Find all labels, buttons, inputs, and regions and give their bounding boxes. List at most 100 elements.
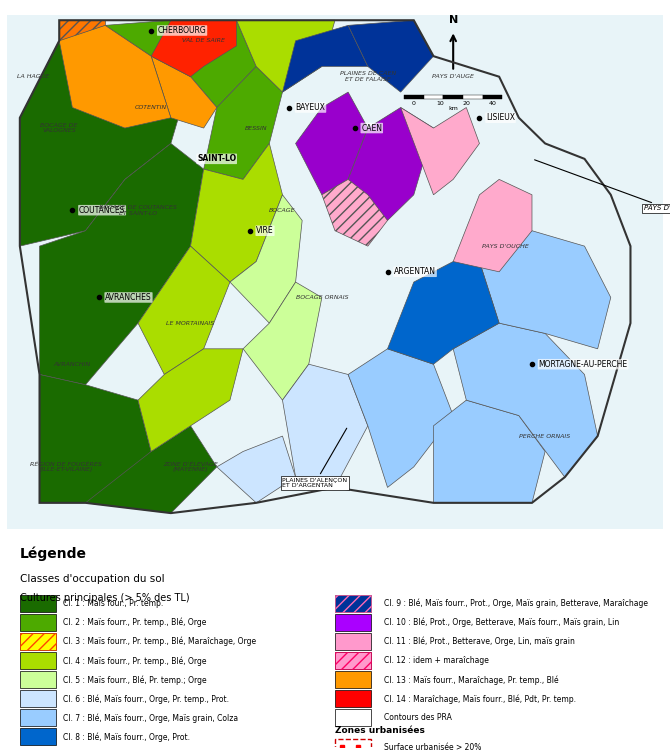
- Text: 10: 10: [436, 101, 444, 106]
- Text: BOCAGE: BOCAGE: [269, 208, 295, 213]
- Text: 40: 40: [488, 101, 496, 106]
- FancyBboxPatch shape: [20, 690, 56, 707]
- Bar: [482, 95, 502, 100]
- Text: Cultures principales (> 5% des TL): Cultures principales (> 5% des TL): [20, 593, 190, 603]
- Polygon shape: [348, 20, 433, 92]
- Bar: [463, 95, 482, 100]
- Text: PAYS D'OUCHE: PAYS D'OUCHE: [482, 244, 529, 248]
- FancyBboxPatch shape: [335, 633, 371, 650]
- Polygon shape: [151, 56, 217, 128]
- Polygon shape: [217, 436, 295, 503]
- Text: CAEN: CAEN: [361, 124, 383, 133]
- Text: Classes d'occupation du sol: Classes d'occupation du sol: [20, 574, 164, 584]
- Text: BAYEUX: BAYEUX: [295, 103, 326, 112]
- Text: BOCAGE DE
VALOGNES: BOCAGE DE VALOGNES: [40, 122, 78, 134]
- FancyBboxPatch shape: [335, 710, 371, 726]
- Text: Cl. 10 : Blé, Prot., Orge, Betterave, Maïs fourr., Maïs grain, Lin: Cl. 10 : Blé, Prot., Orge, Betterave, Ma…: [385, 618, 620, 627]
- FancyBboxPatch shape: [20, 710, 56, 726]
- Text: Cl. 3 : Maïs fourr., Pr. temp., Blé, Maraîchage, Orge: Cl. 3 : Maïs fourr., Pr. temp., Blé, Mar…: [62, 637, 256, 646]
- Bar: [444, 95, 463, 100]
- Polygon shape: [243, 282, 322, 400]
- Polygon shape: [86, 426, 217, 513]
- Polygon shape: [322, 180, 387, 246]
- Polygon shape: [295, 92, 368, 195]
- Text: VIRE: VIRE: [256, 226, 274, 236]
- Text: MORTAGNE-AU-PERCHE: MORTAGNE-AU-PERCHE: [539, 359, 628, 368]
- Text: Cl. 11 : Blé, Prot., Betterave, Orge, Lin, maïs grain: Cl. 11 : Blé, Prot., Betterave, Orge, Li…: [385, 637, 575, 646]
- Text: Cl. 2 : Maïs fourr., Pr. temp., Blé, Orge: Cl. 2 : Maïs fourr., Pr. temp., Blé, Org…: [62, 618, 206, 627]
- Polygon shape: [40, 143, 204, 385]
- Polygon shape: [105, 20, 256, 107]
- Polygon shape: [401, 107, 480, 195]
- Polygon shape: [283, 364, 368, 488]
- FancyBboxPatch shape: [335, 739, 371, 755]
- Polygon shape: [190, 143, 283, 282]
- Text: RÉGION DE FOUGÈRES
(ILLE-ET-VILAINE): RÉGION DE FOUGÈRES (ILLE-ET-VILAINE): [30, 461, 102, 473]
- Text: Cl. 4 : Maïs fourr., Pr. temp., Blé, Orge: Cl. 4 : Maïs fourr., Pr. temp., Blé, Org…: [62, 656, 206, 665]
- Polygon shape: [151, 20, 237, 77]
- Polygon shape: [348, 107, 433, 220]
- Polygon shape: [453, 180, 532, 272]
- Polygon shape: [204, 66, 283, 180]
- Text: Cl. 8 : Blé, Maïs fourr., Orge, Prot.: Cl. 8 : Blé, Maïs fourr., Orge, Prot.: [62, 732, 190, 741]
- Text: PLAINES DE CAEN
ET DE FALAISE: PLAINES DE CAEN ET DE FALAISE: [340, 71, 396, 82]
- FancyBboxPatch shape: [20, 671, 56, 689]
- FancyBboxPatch shape: [20, 729, 56, 745]
- Bar: [404, 95, 423, 100]
- Polygon shape: [230, 195, 302, 323]
- Text: LE MORTAINAIS: LE MORTAINAIS: [166, 321, 214, 325]
- Text: km: km: [448, 106, 458, 111]
- Text: ZONE D'ÉLEVAGE
(MAYENNE): ZONE D'ÉLEVAGE (MAYENNE): [163, 461, 218, 473]
- Text: Cl. 13 : Maïs fourr., Maraîchage, Pr. temp., Blé: Cl. 13 : Maïs fourr., Maraîchage, Pr. te…: [385, 675, 559, 685]
- FancyBboxPatch shape: [335, 652, 371, 669]
- Bar: [423, 95, 444, 100]
- FancyBboxPatch shape: [335, 595, 371, 612]
- Text: Cl. 9 : Blé, Maïs fourr., Prot., Orge, Maïs grain, Betterave, Maraîchage: Cl. 9 : Blé, Maïs fourr., Prot., Orge, M…: [385, 599, 649, 609]
- Polygon shape: [40, 374, 151, 503]
- Polygon shape: [480, 231, 611, 349]
- FancyBboxPatch shape: [335, 671, 371, 689]
- Text: BOCAGE DE COUTANCES
ET SAINT-LO: BOCAGE DE COUTANCES ET SAINT-LO: [99, 205, 177, 216]
- Text: CHERBOURG: CHERBOURG: [157, 26, 206, 35]
- Polygon shape: [433, 400, 545, 503]
- FancyBboxPatch shape: [335, 615, 371, 631]
- Text: Légende: Légende: [20, 547, 87, 561]
- FancyBboxPatch shape: [20, 615, 56, 631]
- Text: AVRANCHES: AVRANCHES: [105, 293, 152, 302]
- Polygon shape: [138, 246, 230, 374]
- Text: ARGENTAN: ARGENTAN: [394, 267, 436, 276]
- Text: COTENTIN: COTENTIN: [135, 105, 168, 110]
- Polygon shape: [453, 323, 598, 477]
- Text: N: N: [448, 15, 458, 26]
- Text: COUTANCES: COUTANCES: [79, 205, 125, 214]
- Text: Cl. 14 : Maraîchage, Maïs fourr., Blé, Pdt, Pr. temp.: Cl. 14 : Maraîchage, Maïs fourr., Blé, P…: [385, 694, 576, 704]
- Text: Cl. 1 : Maïs four., Pr. temp.: Cl. 1 : Maïs four., Pr. temp.: [62, 599, 163, 609]
- Text: Surface urbanisée > 20%: Surface urbanisée > 20%: [385, 743, 482, 752]
- Text: AVRANCHIN: AVRANCHIN: [54, 362, 91, 367]
- Text: PLAINES D'ALENÇON
ET D'ARGENTAN: PLAINES D'ALENÇON ET D'ARGENTAN: [283, 428, 348, 488]
- Text: Cl. 7 : Blé, Maïs fourr., Orge, Maïs grain, Colza: Cl. 7 : Blé, Maïs fourr., Orge, Maïs gra…: [62, 713, 238, 723]
- Text: BESSIN: BESSIN: [245, 125, 267, 131]
- FancyBboxPatch shape: [20, 595, 56, 612]
- FancyBboxPatch shape: [335, 690, 371, 707]
- Polygon shape: [59, 20, 105, 41]
- Text: PAYS D'AUGE: PAYS D'AUGE: [432, 74, 474, 79]
- Polygon shape: [283, 26, 368, 92]
- Polygon shape: [20, 26, 190, 246]
- Text: Contours des PRA: Contours des PRA: [385, 713, 452, 723]
- FancyBboxPatch shape: [20, 652, 56, 669]
- Text: SAINT-LO: SAINT-LO: [197, 154, 237, 163]
- Polygon shape: [348, 349, 453, 488]
- Text: 0: 0: [412, 101, 415, 106]
- Text: LISIEUX: LISIEUX: [486, 113, 515, 122]
- Text: Cl. 5 : Maïs fourr., Blé, Pr. temp.; Orge: Cl. 5 : Maïs fourr., Blé, Pr. temp.; Org…: [62, 675, 206, 685]
- Polygon shape: [387, 261, 499, 364]
- Text: Zones urbanisées: Zones urbanisées: [335, 726, 425, 735]
- Text: Cl. 12 : idem + maraîchage: Cl. 12 : idem + maraîchage: [385, 656, 489, 665]
- Text: PAYS D'AUGE: PAYS D'AUGE: [535, 160, 670, 211]
- Text: PERCHE ORNAIS: PERCHE ORNAIS: [519, 433, 571, 439]
- Text: 20: 20: [462, 101, 470, 106]
- Polygon shape: [237, 20, 335, 92]
- Text: LA HAGUE: LA HAGUE: [17, 74, 49, 79]
- FancyBboxPatch shape: [20, 633, 56, 650]
